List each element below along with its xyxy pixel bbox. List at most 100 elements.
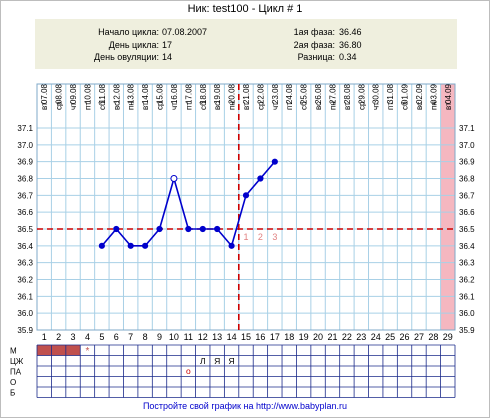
data-point xyxy=(271,158,278,165)
y-tick-label-right: 36.5 xyxy=(459,225,475,234)
data-point xyxy=(127,242,134,249)
cycle-day-value: 17 xyxy=(162,40,173,50)
weekday-label: пт xyxy=(83,102,92,110)
intercourse-mark: о xyxy=(186,366,191,376)
y-tick-label-right: 36.6 xyxy=(459,208,475,217)
ovulation-day-label: День овуляции: xyxy=(94,52,159,62)
y-tick-label-left: 36.6 xyxy=(17,208,33,217)
row-label: О xyxy=(10,378,16,387)
temperature-line xyxy=(101,161,276,248)
day-number-label: 22 xyxy=(342,332,352,342)
y-tick-label-right: 36.9 xyxy=(459,158,475,167)
weekday-label: ср xyxy=(55,101,64,110)
day-number-label: 7 xyxy=(128,332,133,342)
cycle-start-label: Начало цикла: xyxy=(98,27,159,37)
date-label: 26.08 xyxy=(314,83,323,104)
data-point xyxy=(113,225,120,233)
weekday-label: сб xyxy=(300,101,309,110)
date-label: 18.08 xyxy=(199,83,208,104)
y-tick-label-left: 36.1 xyxy=(17,292,33,301)
day-number-label: 1 xyxy=(42,332,47,342)
cervical-fluid-mark: Я xyxy=(214,356,220,366)
date-label: 29.08 xyxy=(357,83,366,104)
weekday-label: пн xyxy=(127,101,136,110)
date-label: 21.08 xyxy=(242,83,251,104)
day-number-label: 21 xyxy=(327,332,337,342)
y-tick-label-right: 35.9 xyxy=(459,326,475,335)
y-tick-label-left: 36.4 xyxy=(17,242,33,251)
plot-border xyxy=(36,83,456,331)
diff-value: 0.34 xyxy=(339,52,357,62)
cycle-start-value: 07.08.2007 xyxy=(162,27,208,37)
cycle-day-label: День цикла: xyxy=(108,40,159,50)
date-label: 22.08 xyxy=(256,83,265,104)
data-point xyxy=(257,175,264,182)
phase1-label: 1ая фаза: xyxy=(293,27,335,37)
phase2-label: 2ая фаза: xyxy=(293,40,335,50)
weekday-label: пт xyxy=(285,102,294,110)
day-number-row xyxy=(35,331,457,343)
cervical-fluid-mark: Я xyxy=(229,356,235,366)
row-label: М xyxy=(10,347,17,356)
menses-star: * xyxy=(85,346,89,357)
weekday-label: ср xyxy=(156,101,165,110)
data-point xyxy=(170,175,178,182)
day-number-label: 26 xyxy=(400,332,410,342)
row-label: ПА xyxy=(10,368,22,377)
cycle-info-box: Начало цикла: 07.08.2007 День цикла: 17 … xyxy=(35,19,457,69)
day-number-label: 12 xyxy=(198,332,208,342)
data-point xyxy=(228,242,235,249)
date-label: 20.08 xyxy=(228,83,237,104)
day-number-label: 18 xyxy=(284,332,294,342)
y-tick-label-left: 36.9 xyxy=(17,158,33,167)
y-tick-label-left: 36.8 xyxy=(17,175,33,184)
date-label: 13.08 xyxy=(127,83,136,104)
y-tick-label-right: 37.0 xyxy=(459,141,475,150)
ovulation-day-value: 14 xyxy=(162,52,173,62)
weekday-label: вт xyxy=(444,102,453,110)
date-label: 07.08 xyxy=(40,83,49,104)
y-tick-label-left: 36.5 xyxy=(17,225,33,234)
data-point xyxy=(199,225,206,233)
date-label: 17.08 xyxy=(184,83,193,104)
row-label: Б xyxy=(10,389,15,398)
day-number-label: 13 xyxy=(212,332,222,342)
date-label: 01.09 xyxy=(401,83,410,104)
day-number-label: 4 xyxy=(85,332,90,342)
data-point xyxy=(214,225,221,233)
data-point xyxy=(156,225,163,233)
day-number-label: 20 xyxy=(313,332,323,342)
weekday-label: вс xyxy=(213,102,222,110)
post-ovulation-day-label: 3 xyxy=(272,232,277,242)
day-number-label: 25 xyxy=(385,332,395,342)
date-label: 28.08 xyxy=(343,83,352,104)
weekday-label: вт xyxy=(141,102,150,110)
day-number-label: 23 xyxy=(356,332,366,342)
footer-link-text[interactable]: Постройте свой график на http://www.baby… xyxy=(142,401,348,411)
weekday-label: пн xyxy=(228,101,237,110)
y-tick-label-right: 36.3 xyxy=(459,259,475,268)
day-number-label: 10 xyxy=(169,332,179,342)
day-number-label: 8 xyxy=(143,332,148,342)
data-point xyxy=(98,242,105,249)
y-tick-label-left: 37.1 xyxy=(17,124,33,133)
weekday-label: пт xyxy=(386,102,395,110)
weekday-label: вс xyxy=(112,102,121,110)
y-tick-label-left: 37.0 xyxy=(17,141,33,150)
date-label: 15.08 xyxy=(156,83,165,104)
day-number-label: 5 xyxy=(99,332,104,342)
date-label: 08.08 xyxy=(55,83,64,104)
day-number-label: 16 xyxy=(255,332,265,342)
date-label: 25.08 xyxy=(300,83,309,104)
data-point xyxy=(185,225,192,233)
date-label: 23.08 xyxy=(271,83,280,104)
weekday-label: вт xyxy=(242,102,251,110)
date-label: 02.09 xyxy=(415,83,424,104)
data-point xyxy=(142,242,149,249)
day-number-label: 29 xyxy=(443,332,453,342)
date-label: 16.08 xyxy=(170,83,179,104)
y-tick-label-right: 37.1 xyxy=(459,124,475,133)
date-label: 04.09 xyxy=(444,83,453,104)
